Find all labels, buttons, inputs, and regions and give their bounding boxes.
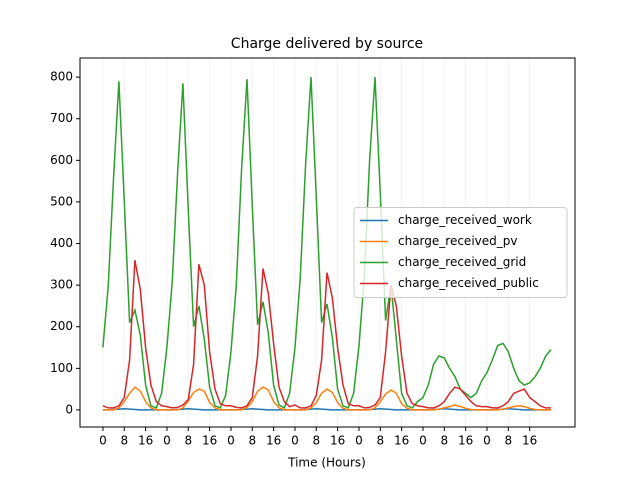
- x-tick-label: 16: [458, 434, 473, 448]
- x-tick-label: 0: [419, 434, 427, 448]
- x-tick-label: 8: [312, 434, 320, 448]
- x-tick-label: 0: [355, 434, 363, 448]
- y-tick-label: 500: [50, 194, 73, 208]
- x-tick-label: 16: [138, 434, 153, 448]
- legend-label: charge_received_grid: [398, 255, 526, 269]
- x-tick-label: 8: [120, 434, 128, 448]
- x-tick-label: 0: [163, 434, 171, 448]
- x-tick-label: 8: [376, 434, 384, 448]
- x-tick-label: 16: [330, 434, 345, 448]
- x-tick-label: 8: [440, 434, 448, 448]
- legend-label: charge_received_pv: [398, 234, 517, 248]
- y-tick-label: 800: [50, 70, 73, 84]
- legend-box: [353, 207, 568, 298]
- y-tick-label: 400: [50, 236, 73, 250]
- y-tick-label: 700: [50, 111, 73, 125]
- x-tick-label: 8: [248, 434, 256, 448]
- legend-label: charge_received_work: [398, 213, 532, 227]
- x-tick-label: 0: [291, 434, 299, 448]
- y-tick-label: 200: [50, 319, 73, 333]
- x-axis-label: Time (Hours): [287, 456, 366, 470]
- y-tick-label: 100: [50, 361, 73, 375]
- x-tick-label: 0: [227, 434, 235, 448]
- legend-label: charge_received_public: [398, 276, 539, 290]
- chart-title: Charge delivered by source: [231, 36, 423, 52]
- x-tick-label: 16: [266, 434, 281, 448]
- y-tick-label: 600: [50, 153, 73, 167]
- legend: charge_received_work charge_received_pvch…: [353, 207, 568, 298]
- series-line: [102, 386, 551, 411]
- x-tick-label: 16: [394, 434, 409, 448]
- x-tick-label: 8: [184, 434, 192, 448]
- x-tick-label: 8: [505, 434, 513, 448]
- plot-frame: [79, 57, 576, 428]
- y-tick-label: 0: [65, 402, 73, 416]
- y-tick-label: 300: [50, 278, 73, 292]
- x-tick-label: 0: [483, 434, 491, 448]
- x-tick-label: 0: [99, 434, 107, 448]
- series-line: [102, 77, 552, 409]
- series-line: [102, 260, 551, 409]
- x-tick-label: 16: [522, 434, 537, 448]
- x-tick-label: 16: [202, 434, 217, 448]
